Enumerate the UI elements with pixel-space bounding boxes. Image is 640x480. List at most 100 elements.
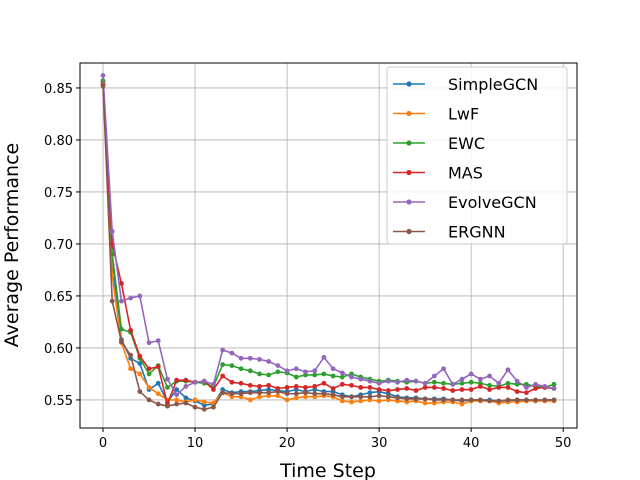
data-point (192, 397, 198, 403)
legend-marker (406, 228, 412, 235)
data-point (174, 377, 180, 383)
data-point (385, 378, 391, 384)
data-point (155, 338, 161, 344)
data-point (468, 397, 474, 403)
data-point (431, 385, 437, 390)
data-point (358, 385, 364, 390)
y-tick-label: 0.65 (44, 290, 73, 305)
legend: SimpleGCN LwF EWC MAS EvolveGCN ERGNN (386, 66, 568, 245)
data-point (293, 395, 299, 401)
data-point (477, 384, 483, 389)
x-tick-label: 40 (463, 436, 480, 451)
data-point (220, 347, 226, 353)
data-point (220, 362, 226, 367)
data-point (441, 397, 446, 403)
data-point (229, 391, 235, 397)
data-point (487, 387, 492, 392)
data-point (119, 298, 124, 304)
data-point (339, 370, 345, 376)
data-point (395, 395, 400, 401)
data-point (422, 380, 428, 386)
data-point (358, 394, 364, 400)
data-point (459, 387, 465, 392)
data-point (468, 371, 474, 377)
data-point (220, 390, 226, 396)
data-point (303, 369, 308, 375)
data-point (459, 397, 465, 403)
data-point (174, 392, 180, 398)
data-point (192, 379, 198, 385)
data-point (450, 397, 456, 403)
y-tick-label: 0.85 (44, 82, 73, 97)
data-point (321, 391, 327, 397)
data-point (404, 396, 410, 402)
data-point (404, 386, 410, 391)
legend-marker (406, 140, 412, 146)
data-point (266, 372, 272, 378)
data-point (128, 352, 134, 358)
series-evolvegcn (100, 73, 557, 398)
legend-label: LwF (448, 105, 479, 124)
data-point (551, 381, 557, 387)
data-point (137, 371, 143, 377)
legend-marker (406, 81, 412, 87)
data-point (146, 366, 152, 372)
data-point (229, 379, 235, 385)
data-point (358, 376, 364, 382)
data-point (321, 354, 327, 360)
data-point (459, 380, 465, 386)
data-point (487, 373, 492, 379)
data-point (293, 384, 299, 389)
data-point (376, 380, 382, 386)
data-point (542, 384, 548, 389)
data-point (257, 390, 262, 396)
data-point (146, 397, 152, 403)
data-point (100, 73, 106, 78)
data-point (165, 385, 170, 390)
data-point (339, 381, 345, 387)
data-point (514, 378, 520, 384)
y-axis-label: Average Performance (1, 143, 23, 347)
data-point (376, 398, 382, 404)
y-tick-label: 0.75 (44, 186, 73, 201)
data-point (109, 298, 115, 304)
data-point (477, 397, 483, 403)
data-point (487, 382, 492, 388)
data-point (312, 391, 318, 397)
data-point (505, 385, 511, 390)
data-point (523, 390, 529, 396)
data-point (238, 391, 244, 397)
data-point (155, 364, 161, 370)
data-point (183, 395, 189, 401)
data-point (551, 386, 557, 391)
data-point (514, 397, 520, 403)
data-point (385, 394, 391, 400)
data-point (174, 387, 180, 392)
y-tick-label: 0.80 (44, 134, 73, 149)
data-point (201, 406, 207, 412)
data-point (146, 371, 152, 377)
data-point (284, 397, 290, 403)
data-point (128, 366, 134, 372)
data-point (247, 382, 253, 388)
x-tick-label: 10 (187, 436, 204, 451)
data-point (441, 366, 446, 372)
data-point (165, 376, 170, 382)
legend-marker (406, 110, 412, 117)
x-tick-label: 50 (555, 436, 572, 451)
data-point (211, 404, 216, 410)
data-point (155, 380, 161, 386)
data-point (404, 377, 410, 383)
data-point (201, 399, 207, 405)
data-point (367, 385, 373, 390)
legend-label: SimpleGCN (448, 75, 538, 94)
data-point (275, 363, 281, 369)
y-tick-label: 0.55 (44, 394, 73, 409)
data-point (349, 382, 354, 388)
data-point (174, 401, 180, 407)
data-point (321, 380, 327, 386)
series-lines (100, 73, 557, 412)
data-point (385, 388, 391, 393)
data-point (376, 387, 382, 392)
data-point (257, 371, 262, 377)
